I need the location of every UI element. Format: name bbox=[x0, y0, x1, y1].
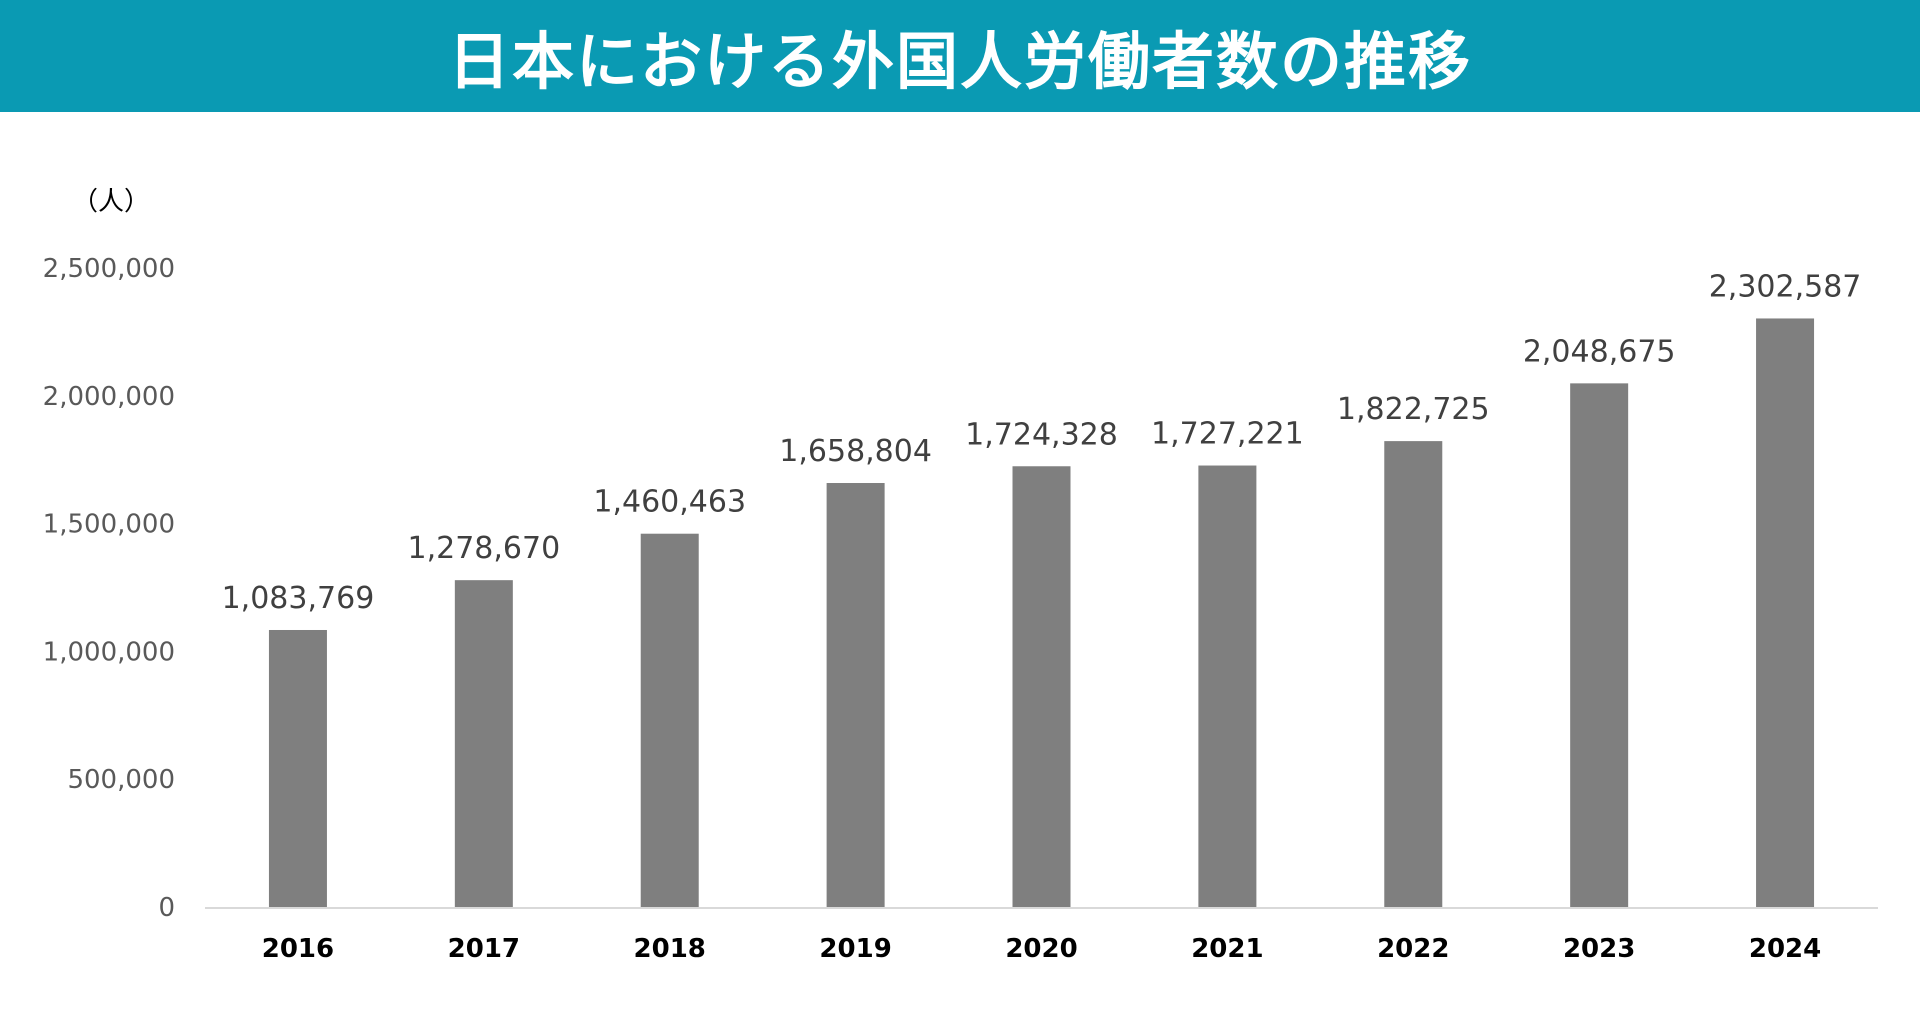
y-tick-label: 1,000,000 bbox=[43, 637, 175, 667]
x-tick-label-2017: 2017 bbox=[448, 934, 520, 964]
data-label-2019: 1,658,804 bbox=[779, 434, 932, 469]
data-label-2023: 2,048,675 bbox=[1523, 334, 1676, 369]
x-tick-label-2019: 2019 bbox=[819, 934, 891, 964]
bar-2021 bbox=[1198, 465, 1257, 907]
x-tick-label-2023: 2023 bbox=[1563, 934, 1635, 964]
y-tick-label: 500,000 bbox=[67, 765, 175, 795]
data-label-2024: 2,302,587 bbox=[1709, 269, 1862, 304]
y-tick-label: 2,500,000 bbox=[43, 254, 175, 284]
bar-2022 bbox=[1384, 441, 1443, 907]
bar-2018 bbox=[640, 533, 699, 907]
bar-2023 bbox=[1570, 383, 1629, 908]
bar-2016 bbox=[268, 629, 327, 907]
chart-area: （人） 0 500,000 1,000,000 1,500,000 2,000,000 2… bbox=[0, 112, 1920, 1020]
y-tick-label: 0 bbox=[158, 893, 175, 923]
x-tick-label-2020: 2020 bbox=[1005, 934, 1077, 964]
data-label-2018: 1,460,463 bbox=[593, 485, 746, 520]
y-axis-unit-label: （人） bbox=[72, 187, 150, 217]
x-axis-ticks: 2016 2017 2018 2019 2020 2021 2022 2023 2024 bbox=[262, 934, 1821, 964]
y-tick-label: 1,500,000 bbox=[43, 510, 175, 540]
x-tick-label-2016: 2016 bbox=[262, 934, 334, 964]
x-tick-label-2024: 2024 bbox=[1749, 934, 1821, 964]
bar-2024 bbox=[1756, 318, 1815, 907]
y-tick-label: 2,000,000 bbox=[43, 382, 175, 412]
bar-chart: （人） 0 500,000 1,000,000 1,500,000 2,000,000 2… bbox=[43, 187, 1878, 964]
page-title: 日本における外国人労働者数の推移 bbox=[447, 25, 1472, 98]
data-label-2017: 1,278,670 bbox=[407, 531, 560, 566]
data-label-2020: 1,724,328 bbox=[965, 417, 1118, 452]
bar-2019 bbox=[826, 483, 885, 907]
data-label-2021: 1,727,221 bbox=[1151, 417, 1304, 452]
x-tick-label-2022: 2022 bbox=[1377, 934, 1449, 964]
x-tick-label-2018: 2018 bbox=[634, 934, 706, 964]
bar-2020 bbox=[1012, 466, 1071, 907]
bar-2017 bbox=[454, 580, 513, 907]
title-banner: 日本における外国人労働者数の推移 bbox=[0, 0, 1920, 112]
x-tick-label-2021: 2021 bbox=[1191, 934, 1263, 964]
data-labels-group: 1,083,769 1,278,670 1,460,463 1,658,804 1,72… bbox=[222, 269, 1862, 616]
data-label-2016: 1,083,769 bbox=[222, 581, 375, 616]
bars-group bbox=[268, 318, 1815, 908]
y-axis-ticks: 0 500,000 1,000,000 1,500,000 2,000,000 2,500… bbox=[43, 254, 175, 923]
data-label-2022: 1,822,725 bbox=[1337, 392, 1490, 427]
